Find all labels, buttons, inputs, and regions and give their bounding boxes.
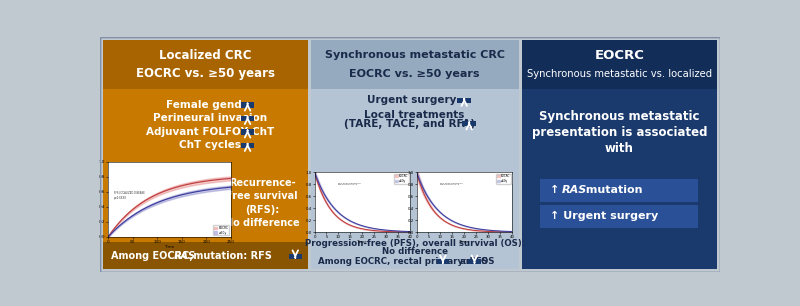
Text: EOCRC: EOCRC: [594, 49, 644, 62]
Bar: [540, 179, 698, 202]
Bar: [241, 129, 254, 135]
Text: Adjuvant FOLFOX ChT: Adjuvant FOLFOX ChT: [146, 127, 274, 137]
Text: Female gender: Female gender: [166, 100, 254, 110]
Text: RAS: RAS: [562, 185, 587, 196]
Text: Recurrence-
free survival
(RFS):
No difference: Recurrence- free survival (RFS): No diff…: [226, 178, 300, 228]
Bar: [241, 143, 254, 148]
Bar: [289, 254, 302, 259]
Text: Localized CRC: Localized CRC: [159, 49, 252, 62]
Bar: [522, 40, 717, 88]
Text: Progression-free (PFS), overall survival (OS):: Progression-free (PFS), overall survival…: [305, 239, 525, 248]
Bar: [103, 40, 308, 269]
Text: Synchronous metastatic: Synchronous metastatic: [539, 110, 699, 123]
Text: with: with: [605, 142, 634, 155]
Text: RAS: RAS: [174, 251, 196, 261]
Text: Among EOCRC,: Among EOCRC,: [110, 251, 196, 261]
Text: mutation: mutation: [582, 185, 643, 196]
Bar: [468, 259, 481, 263]
Text: mutation: RFS: mutation: RFS: [190, 251, 272, 261]
Bar: [103, 40, 308, 88]
Text: ChT cycles: ChT cycles: [179, 140, 242, 150]
Text: ↑ Urgent surgery: ↑ Urgent surgery: [550, 211, 658, 222]
Text: (TARE, TACE, and RFA): (TARE, TACE, and RFA): [344, 119, 475, 129]
Bar: [241, 116, 254, 121]
Bar: [310, 40, 518, 269]
Text: and OS: and OS: [457, 257, 494, 266]
Bar: [540, 205, 698, 228]
Text: Synchronous metastatic CRC: Synchronous metastatic CRC: [325, 50, 505, 60]
Bar: [462, 121, 476, 126]
Text: EOCRC vs. ≥50 years: EOCRC vs. ≥50 years: [350, 69, 480, 79]
Bar: [437, 259, 449, 263]
Text: Urgent surgery: Urgent surgery: [367, 95, 456, 105]
Text: Among EOCRC, rectal primary: PFS: Among EOCRC, rectal primary: PFS: [318, 257, 488, 266]
Bar: [103, 242, 308, 269]
Bar: [458, 98, 471, 103]
Text: presentation is associated: presentation is associated: [531, 126, 707, 139]
Text: Perineural invasion: Perineural invasion: [154, 114, 267, 124]
Text: Local treatments: Local treatments: [365, 110, 465, 120]
Bar: [522, 40, 717, 269]
Text: No difference: No difference: [382, 247, 448, 256]
Text: ↑: ↑: [550, 185, 562, 196]
Text: EOCRC vs. ≥50 years: EOCRC vs. ≥50 years: [136, 67, 275, 80]
Text: Synchronous metastatic vs. localized: Synchronous metastatic vs. localized: [526, 69, 712, 79]
Bar: [241, 103, 254, 108]
Bar: [310, 40, 518, 88]
